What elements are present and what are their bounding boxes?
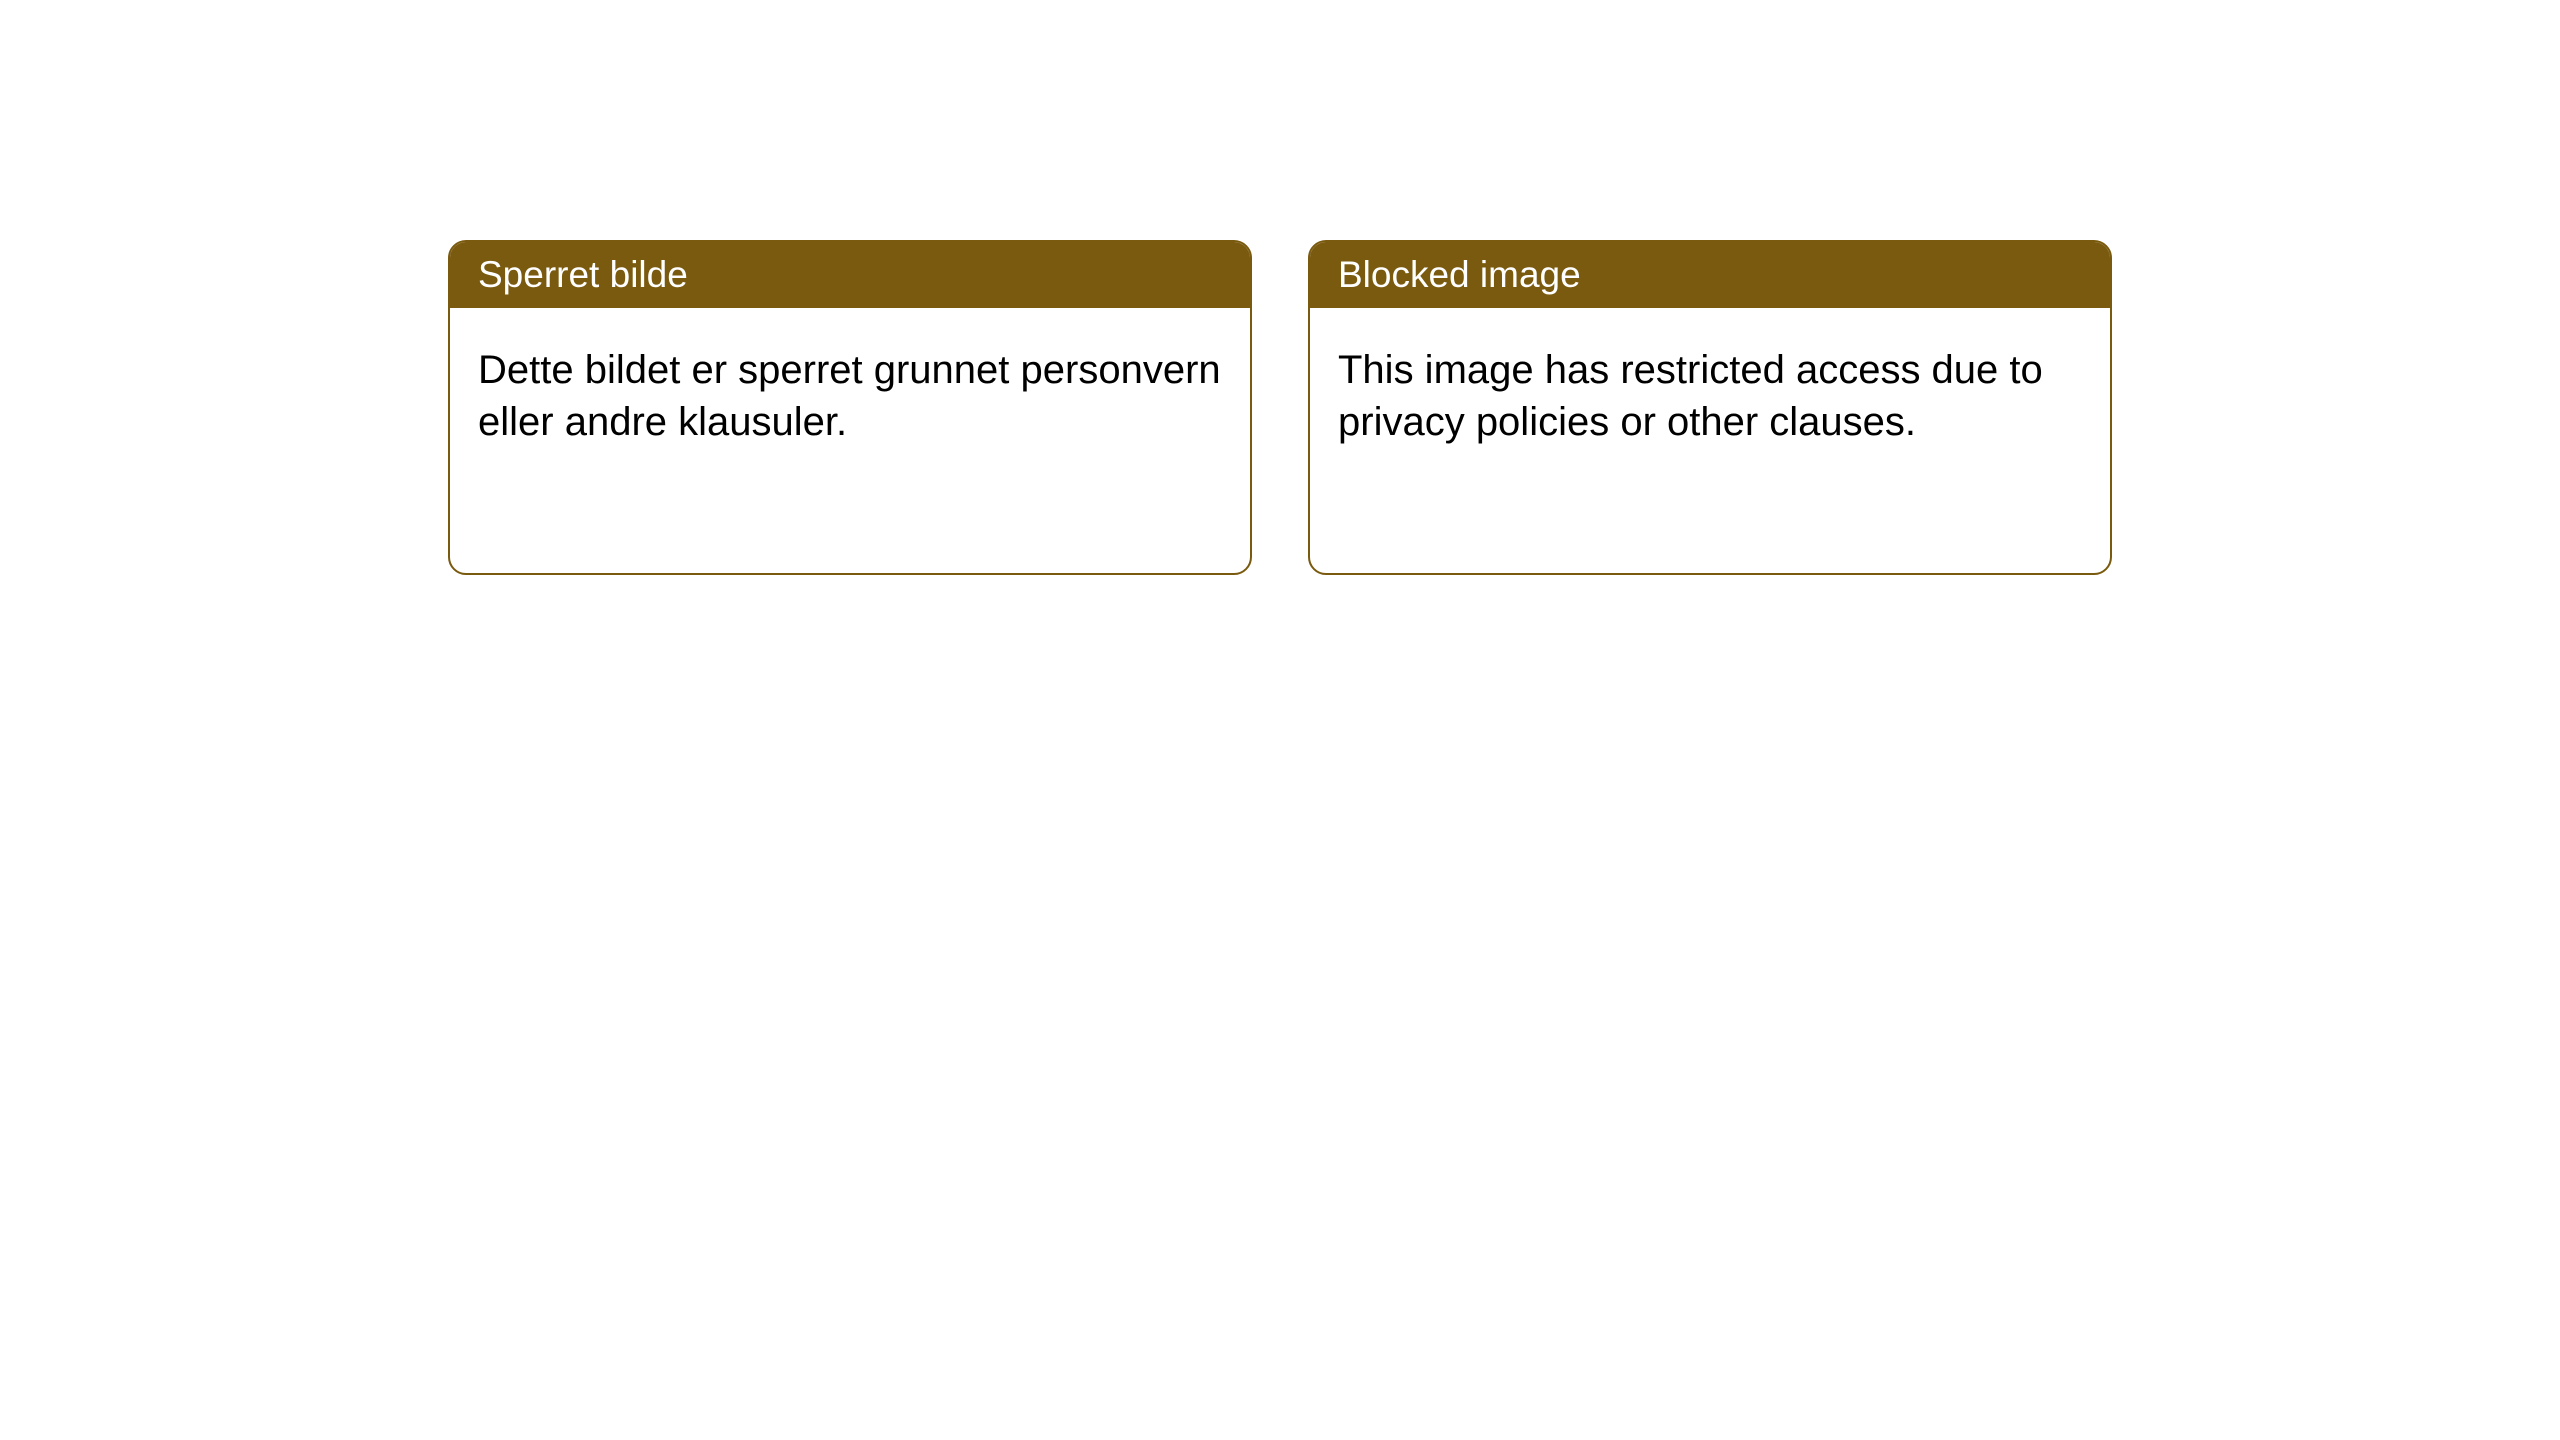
card-body: This image has restricted access due to … — [1310, 308, 2110, 484]
blocked-image-card-no: Sperret bilde Dette bildet er sperret gr… — [448, 240, 1252, 575]
card-header: Blocked image — [1310, 242, 2110, 308]
card-header: Sperret bilde — [450, 242, 1250, 308]
notice-container: Sperret bilde Dette bildet er sperret gr… — [0, 0, 2560, 575]
card-body: Dette bildet er sperret grunnet personve… — [450, 308, 1250, 484]
blocked-image-card-en: Blocked image This image has restricted … — [1308, 240, 2112, 575]
